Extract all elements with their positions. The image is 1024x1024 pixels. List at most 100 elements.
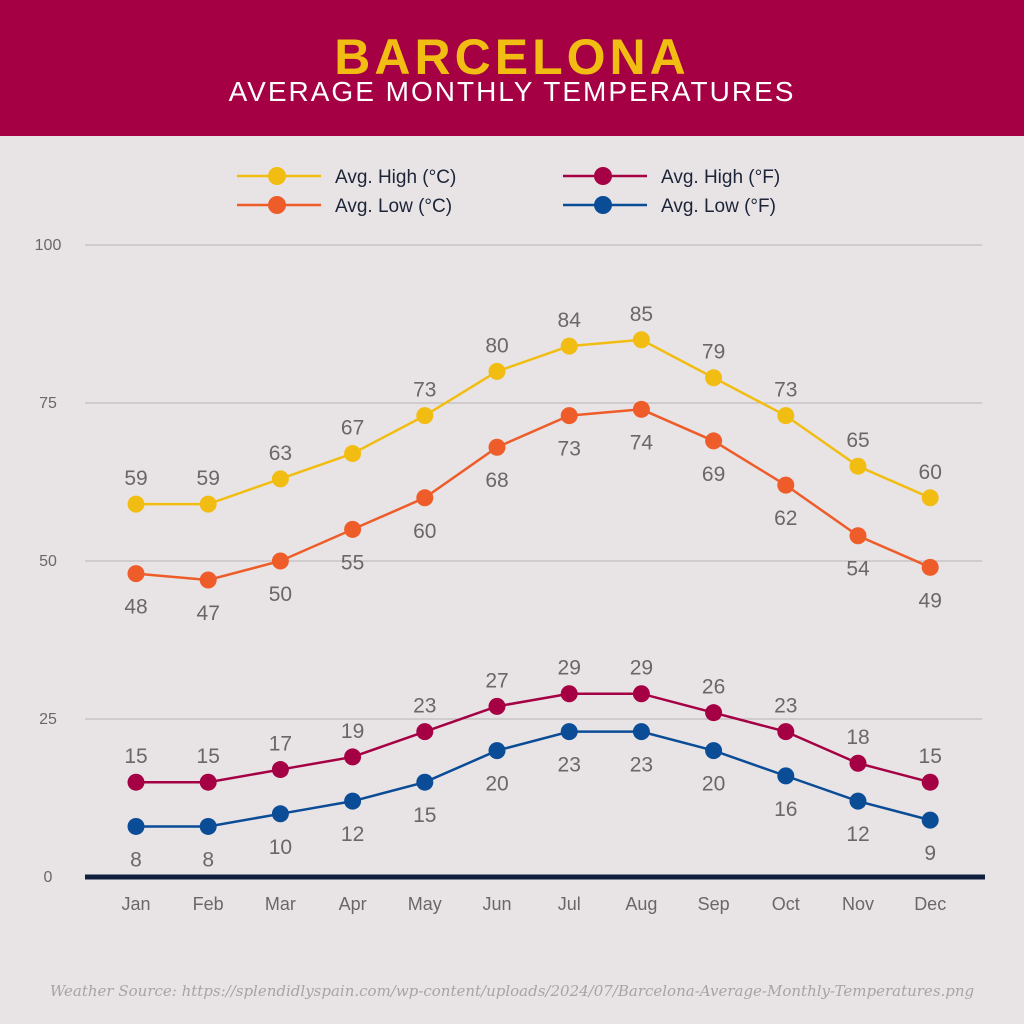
data-point — [271, 470, 289, 488]
data-label: 23 — [630, 754, 653, 777]
x-tick-label: Dec — [914, 894, 946, 914]
data-label: 73 — [774, 379, 797, 402]
data-point — [127, 565, 145, 583]
data-label: 8 — [130, 848, 142, 871]
series-line — [136, 692, 931, 784]
data-point — [199, 571, 217, 589]
data-point — [560, 337, 578, 355]
chart-title: BARCELONA — [334, 29, 690, 85]
data-point — [705, 432, 723, 450]
x-tick-label: Jan — [121, 894, 150, 914]
x-tick-label: Mar — [265, 894, 296, 914]
x-tick-label: Apr — [339, 894, 367, 914]
data-point — [416, 489, 434, 507]
data-label: 26 — [702, 676, 725, 699]
legend-marker — [594, 196, 612, 214]
data-point — [416, 407, 434, 425]
chart-subtitle: AVERAGE MONTHLY TEMPERATURES — [228, 76, 796, 107]
x-tick-label: Jun — [482, 894, 511, 914]
x-tick-label: Feb — [193, 894, 224, 914]
data-point — [127, 495, 145, 513]
temperature-line-chart: 0 25 50 75 100 Jan Feb Mar Apr May Jun Jul Aug Sep Oct… — [35, 167, 985, 914]
data-label: 15 — [919, 745, 942, 768]
legend-marker — [268, 196, 286, 214]
data-label: 60 — [919, 461, 942, 484]
data-label: 16 — [774, 798, 797, 821]
data-label: 18 — [846, 726, 869, 749]
y-tick-label: 100 — [35, 237, 62, 254]
source-note: Weather Source: https://splendidlyspain.… — [49, 982, 975, 1000]
data-point — [127, 773, 145, 791]
data-point — [344, 748, 362, 766]
data-label: 15 — [413, 804, 436, 827]
data-label: 19 — [341, 720, 364, 743]
data-point — [849, 457, 867, 475]
header-banner: BARCELONA AVERAGE MONTHLY TEMPERATURES — [0, 0, 1024, 136]
data-point — [777, 723, 795, 741]
data-point — [488, 362, 506, 380]
data-point — [344, 792, 362, 810]
data-label: 9 — [924, 842, 936, 865]
data-point — [416, 773, 434, 791]
data-label: 50 — [269, 583, 292, 606]
data-label: 68 — [485, 469, 508, 492]
data-label: 17 — [269, 733, 292, 756]
y-tick-label: 50 — [39, 553, 57, 570]
data-label: 73 — [558, 438, 581, 461]
y-tick-label: 25 — [39, 711, 57, 728]
data-point — [849, 754, 867, 772]
data-label: 85 — [630, 303, 653, 326]
data-label: 47 — [197, 602, 220, 625]
data-point — [777, 407, 795, 425]
data-label: 27 — [485, 669, 508, 692]
legend-label: Avg. Low (°C) — [335, 196, 452, 217]
data-point — [271, 761, 289, 779]
legend-marker — [268, 167, 286, 185]
data-label: 54 — [846, 558, 870, 581]
data-label: 84 — [558, 309, 582, 332]
x-tick-label: Aug — [625, 894, 657, 914]
data-point — [777, 767, 795, 785]
data-point — [344, 445, 362, 463]
y-tick-label: 75 — [39, 395, 57, 412]
data-point — [488, 742, 506, 760]
data-label: 63 — [269, 442, 292, 465]
series-line — [136, 730, 931, 828]
y-tick-label: 0 — [44, 869, 53, 886]
data-point — [127, 817, 145, 835]
data-label: 29 — [558, 657, 581, 680]
legend-label: Avg. High (°F) — [661, 167, 780, 188]
data-point — [488, 697, 506, 715]
data-point — [632, 685, 650, 703]
x-tick-label: Nov — [842, 894, 874, 914]
data-label: 15 — [124, 745, 147, 768]
data-label: 69 — [702, 463, 725, 486]
data-point — [271, 552, 289, 570]
data-label: 23 — [558, 754, 581, 777]
data-label: 20 — [485, 773, 508, 796]
data-point — [849, 792, 867, 810]
data-point — [777, 476, 795, 494]
data-point — [921, 558, 939, 576]
data-label: 8 — [202, 848, 214, 871]
data-point — [705, 369, 723, 387]
data-label: 67 — [341, 417, 364, 440]
data-label: 15 — [197, 745, 220, 768]
data-point — [199, 495, 217, 513]
data-point — [560, 685, 578, 703]
series-line — [135, 408, 931, 582]
legend-marker — [594, 167, 612, 185]
data-label: 60 — [413, 520, 436, 543]
data-point — [705, 704, 723, 722]
data-point — [705, 742, 723, 760]
x-tick-label: Oct — [772, 894, 800, 914]
data-point — [199, 773, 217, 791]
data-label: 12 — [846, 823, 869, 846]
data-point — [921, 811, 939, 829]
data-point — [632, 400, 650, 418]
data-label: 23 — [774, 695, 797, 718]
data-label: 49 — [919, 589, 942, 612]
data-label: 23 — [413, 695, 436, 718]
data-label: 73 — [413, 379, 436, 402]
data-point — [344, 520, 362, 538]
